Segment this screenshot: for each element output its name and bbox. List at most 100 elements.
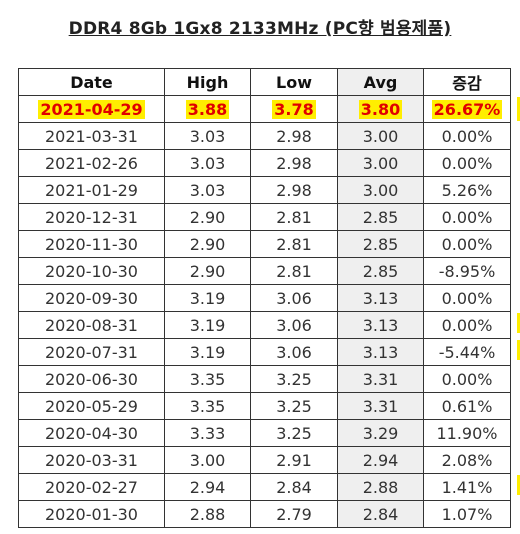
cell-low-value: 3.78 bbox=[272, 99, 316, 119]
cell-high-value: 3.03 bbox=[189, 126, 226, 146]
cell-date-value: 2021-02-26 bbox=[45, 153, 138, 173]
column-header-date: Date bbox=[18, 68, 165, 96]
cell-low: 3.06 bbox=[250, 311, 338, 339]
cell-low-value: 2.84 bbox=[276, 477, 312, 497]
cell-avg: 2.94 bbox=[337, 446, 424, 474]
table-row: 2021-03-31 3.03 2.98 3.00 0.00% bbox=[18, 122, 511, 150]
cell-date: 2021-03-31 bbox=[18, 122, 165, 150]
cell-avg-value: 3.80 bbox=[358, 99, 403, 119]
cell-date-value: 2020-12-31 bbox=[45, 207, 138, 227]
cell-avg-value: 3.00 bbox=[362, 180, 399, 200]
column-header-avg: Avg bbox=[337, 68, 424, 96]
cell-high-value: 3.35 bbox=[189, 396, 226, 416]
price-table: Date High Low Avg 증감 2021-04-29 3.88 3.78 3… bbox=[18, 68, 511, 528]
cell-low: 2.81 bbox=[250, 230, 338, 258]
cell-low: 2.98 bbox=[250, 176, 338, 204]
cell-avg: 2.85 bbox=[337, 257, 424, 285]
cell-change: 0.00% bbox=[423, 284, 511, 312]
cell-change: 0.00% bbox=[423, 230, 511, 258]
cell-date: 2020-11-30 bbox=[18, 230, 165, 258]
cell-low: 2.79 bbox=[250, 500, 338, 528]
cell-low: 3.06 bbox=[250, 284, 338, 312]
cell-date: 2020-06-30 bbox=[18, 365, 165, 393]
cell-low: 2.98 bbox=[250, 149, 338, 177]
cell-high-value: 2.90 bbox=[189, 261, 226, 281]
cell-change: 0.00% bbox=[423, 311, 511, 339]
cell-date: 2021-04-29 bbox=[18, 95, 165, 123]
cell-high: 2.90 bbox=[164, 257, 251, 285]
cell-low: 2.91 bbox=[250, 446, 338, 474]
table-row: 2020-06-30 3.35 3.25 3.31 0.00% bbox=[18, 365, 511, 393]
cell-change: 0.61% bbox=[423, 392, 511, 420]
table-row: 2020-08-31 3.19 3.06 3.13 0.00% bbox=[18, 311, 511, 339]
cell-high: 2.88 bbox=[164, 500, 251, 528]
cell-avg: 3.13 bbox=[337, 284, 424, 312]
cell-change-value: 5.26% bbox=[441, 180, 493, 200]
cell-low: 3.78 bbox=[250, 95, 338, 123]
edge-highlight-mark bbox=[517, 475, 520, 495]
cell-avg: 2.88 bbox=[337, 473, 424, 501]
cell-low: 2.84 bbox=[250, 473, 338, 501]
cell-low: 3.25 bbox=[250, 419, 338, 447]
cell-high: 3.19 bbox=[164, 311, 251, 339]
cell-high: 3.35 bbox=[164, 392, 251, 420]
cell-avg: 3.31 bbox=[337, 392, 424, 420]
cell-high: 3.33 bbox=[164, 419, 251, 447]
table-row: 2020-11-30 2.90 2.81 2.85 0.00% bbox=[18, 230, 511, 258]
cell-high-value: 3.35 bbox=[189, 369, 226, 389]
page-title: DDR4 8Gb 1Gx8 2133MHz (PC향 범용제품) bbox=[68, 19, 452, 39]
cell-low-value: 3.25 bbox=[276, 396, 312, 416]
table-row: 2020-03-31 3.00 2.91 2.94 2.08% bbox=[18, 446, 511, 474]
cell-high-value: 3.00 bbox=[189, 450, 226, 470]
cell-date-value: 2020-06-30 bbox=[45, 369, 138, 389]
cell-avg-value: 3.13 bbox=[362, 315, 399, 335]
cell-low-value: 2.98 bbox=[276, 126, 312, 146]
cell-high-value: 3.03 bbox=[189, 180, 226, 200]
cell-low-value: 3.06 bbox=[276, 288, 312, 308]
cell-change-value: 2.08% bbox=[441, 450, 493, 470]
cell-low-value: 2.98 bbox=[276, 180, 312, 200]
cell-change: 0.00% bbox=[423, 122, 511, 150]
cell-date: 2020-01-30 bbox=[18, 500, 165, 528]
cell-date: 2020-03-31 bbox=[18, 446, 165, 474]
cell-avg-value: 3.31 bbox=[362, 396, 399, 416]
cell-avg-value: 2.84 bbox=[362, 504, 399, 524]
cell-date-value: 2021-01-29 bbox=[45, 180, 138, 200]
cell-low-value: 2.81 bbox=[276, 261, 312, 281]
cell-low: 3.25 bbox=[250, 392, 338, 420]
cell-avg: 2.85 bbox=[337, 203, 424, 231]
cell-date-value: 2020-09-30 bbox=[45, 288, 138, 308]
table-row: 2020-05-29 3.35 3.25 3.31 0.61% bbox=[18, 392, 511, 420]
cell-high: 3.19 bbox=[164, 284, 251, 312]
cell-low-value: 2.91 bbox=[276, 450, 312, 470]
cell-change: 1.41% bbox=[423, 473, 511, 501]
cell-avg-value: 2.85 bbox=[362, 234, 399, 254]
cell-high: 3.88 bbox=[164, 95, 251, 123]
column-header-low: Low bbox=[250, 68, 338, 96]
cell-low: 3.06 bbox=[250, 338, 338, 366]
cell-date-value: 2020-07-31 bbox=[45, 342, 138, 362]
cell-change-value: 0.00% bbox=[441, 369, 493, 389]
cell-avg-value: 2.88 bbox=[362, 477, 399, 497]
cell-change-value: 0.00% bbox=[441, 315, 493, 335]
cell-high: 3.19 bbox=[164, 338, 251, 366]
cell-change: 1.07% bbox=[423, 500, 511, 528]
cell-avg: 3.31 bbox=[337, 365, 424, 393]
cell-high-value: 3.33 bbox=[189, 423, 226, 443]
cell-date-value: 2020-10-30 bbox=[45, 261, 138, 281]
cell-low: 3.25 bbox=[250, 365, 338, 393]
cell-date: 2020-05-29 bbox=[18, 392, 165, 420]
cell-high: 3.03 bbox=[164, 176, 251, 204]
cell-change: -8.95% bbox=[423, 257, 511, 285]
cell-change-value: 11.90% bbox=[436, 423, 498, 443]
edge-highlight-mark bbox=[517, 313, 520, 333]
cell-change: 0.00% bbox=[423, 203, 511, 231]
cell-date: 2020-08-31 bbox=[18, 311, 165, 339]
cell-change-value: -5.44% bbox=[438, 342, 496, 362]
cell-change: 11.90% bbox=[423, 419, 511, 447]
cell-high-value: 3.19 bbox=[189, 315, 226, 335]
table-row: 2021-02-26 3.03 2.98 3.00 0.00% bbox=[18, 149, 511, 177]
cell-low-value: 2.81 bbox=[276, 234, 312, 254]
cell-high: 2.90 bbox=[164, 203, 251, 231]
edge-highlight-mark bbox=[517, 340, 520, 360]
